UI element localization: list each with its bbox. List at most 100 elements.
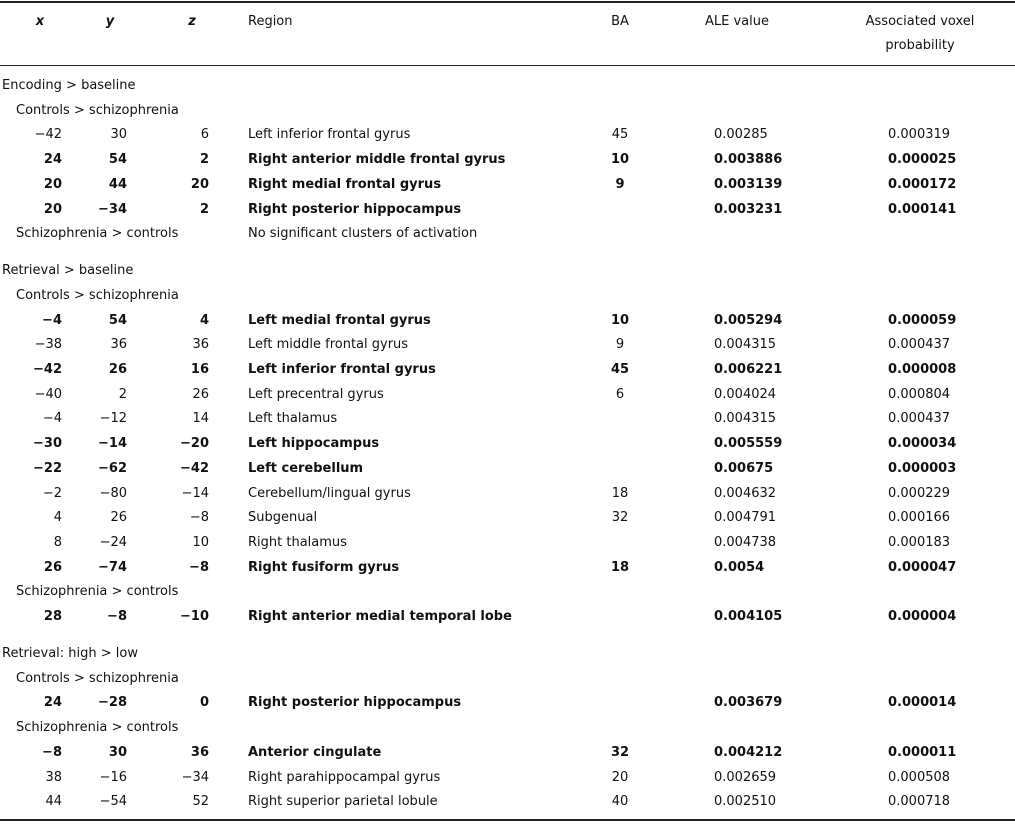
table-cell: 14 <box>192 411 209 427</box>
table-cell: −8 <box>42 744 62 760</box>
table-cell: 32 <box>611 510 629 526</box>
header-cell: y <box>105 14 115 29</box>
table-cell: −20 <box>180 436 209 452</box>
table-cell: 54 <box>108 152 127 168</box>
table-cell: 45 <box>611 127 629 143</box>
table-cell: 0.006221 <box>714 362 783 377</box>
table-cell: −42 <box>33 362 62 377</box>
table-cell: 0.000004 <box>888 609 957 624</box>
note: No significant clusters of activation <box>248 226 478 242</box>
table-cell: 0.0054 <box>714 559 765 575</box>
table-cell: 36 <box>190 744 209 760</box>
table-cell: 10 <box>610 152 630 168</box>
header-cell: BA <box>611 14 629 29</box>
table-cell: 38 <box>45 769 62 785</box>
table-cell: 20 <box>611 769 629 785</box>
table-cell: 16 <box>190 362 209 377</box>
table-cell: 0.004212 <box>714 744 783 760</box>
table-cell: Right thalamus <box>248 534 347 550</box>
section-label: Retrieval > baseline <box>2 263 134 279</box>
table-cell: Left hippocampus <box>248 436 380 452</box>
table-cell: −14 <box>98 436 127 452</box>
table-cell: 26 <box>108 362 127 377</box>
table-cell: 20 <box>43 201 62 217</box>
top-rule <box>0 1 1015 3</box>
table-cell: 36 <box>192 337 209 353</box>
table-cell: −74 <box>98 559 127 575</box>
table-cell: Left thalamus <box>248 411 338 427</box>
table-cell: Left inferior frontal gyrus <box>248 362 436 377</box>
table-cell: 0.002510 <box>714 794 777 810</box>
table-cell: 0.000008 <box>888 362 957 377</box>
table-cell: −4 <box>42 411 62 427</box>
table-cell: 10 <box>610 312 630 328</box>
table-cell: 6 <box>200 127 209 143</box>
table-cell: −34 <box>98 201 127 217</box>
table-cell: −42 <box>180 460 209 476</box>
table-cell: 0.003139 <box>714 176 783 192</box>
table-cell: −4 <box>42 312 62 328</box>
section-label: Encoding > baseline <box>2 78 136 93</box>
table-cell: 0.000804 <box>888 386 951 402</box>
table-cell: 0.004024 <box>714 386 777 402</box>
table-cell: 0.000003 <box>888 460 957 476</box>
table-cell: −28 <box>98 695 127 711</box>
table-cell: 9 <box>615 176 625 192</box>
table-cell: Right medial frontal gyrus <box>248 176 442 192</box>
group-label: Schizophrenia > controls <box>16 720 179 736</box>
table-cell: 0 <box>199 695 209 711</box>
table-cell: Left middle frontal gyrus <box>248 337 409 353</box>
table-cell: 0.000319 <box>888 127 951 143</box>
table-cell: 0.004105 <box>714 609 783 624</box>
table-cell: Subgenual <box>248 510 318 526</box>
table-cell: Right fusiform gyrus <box>248 559 400 575</box>
header-cell: ALE value <box>705 14 769 29</box>
table-cell: Right anterior middle frontal gyrus <box>248 152 506 168</box>
table-cell: 0.000059 <box>888 312 957 328</box>
table-cell: −34 <box>181 769 209 785</box>
table-cell: Right parahippocampal gyrus <box>248 769 441 785</box>
table-cell: 4 <box>53 510 62 526</box>
table-cell: Right superior parietal lobule <box>248 794 438 810</box>
table-cell: Right posterior hippocampus <box>248 695 462 711</box>
table-cell: 0.00285 <box>714 127 768 143</box>
table-cell: 18 <box>611 485 629 501</box>
table-cell: 10 <box>192 534 209 550</box>
header-cell: z <box>188 14 196 29</box>
table-cell: 0.000718 <box>888 794 951 810</box>
table-cell: 0.004738 <box>714 534 777 550</box>
table-cell: 26 <box>110 510 127 526</box>
table-cell: −80 <box>99 485 127 501</box>
table-cell: 0.000229 <box>888 485 951 501</box>
table-cell: 6 <box>615 386 625 402</box>
table-cell: −62 <box>98 460 127 476</box>
table-cell: 26 <box>43 559 62 575</box>
table-cell: 44 <box>45 794 62 810</box>
header-cell: Region <box>248 14 293 29</box>
table-cell: 40 <box>611 794 629 810</box>
table-cell: 0.000014 <box>888 695 957 711</box>
table-cell: 0.000034 <box>888 436 957 452</box>
table-cell: 0.000437 <box>888 337 951 353</box>
group-label: Schizophrenia > controls <box>16 226 179 242</box>
table-cell: −8 <box>189 510 209 526</box>
table-cell: 32 <box>610 744 630 760</box>
bottom-rule <box>0 819 1015 821</box>
table-cell: 0.000025 <box>888 152 957 168</box>
table-cell: Right posterior hippocampus <box>248 201 462 217</box>
group-label: Controls > schizophrenia <box>16 102 179 118</box>
header-cell: Associated voxel probability <box>865 14 975 53</box>
table-cell: 0.002659 <box>714 769 777 785</box>
table-cell: −2 <box>42 485 62 501</box>
table-cell: 0.005294 <box>714 312 783 328</box>
table-cell: 0.000508 <box>888 769 951 785</box>
table-cell: −16 <box>99 769 127 785</box>
table-cell: Right anterior medial temporal lobe <box>248 609 512 624</box>
table-cell: −22 <box>33 460 62 476</box>
header-rule <box>0 65 1015 66</box>
table-cell: Left inferior frontal gyrus <box>248 127 411 143</box>
table-cell: −42 <box>34 127 62 143</box>
table-cell: 26 <box>192 386 209 402</box>
table-cell: 20 <box>190 176 209 192</box>
table-cell: −24 <box>99 534 127 550</box>
